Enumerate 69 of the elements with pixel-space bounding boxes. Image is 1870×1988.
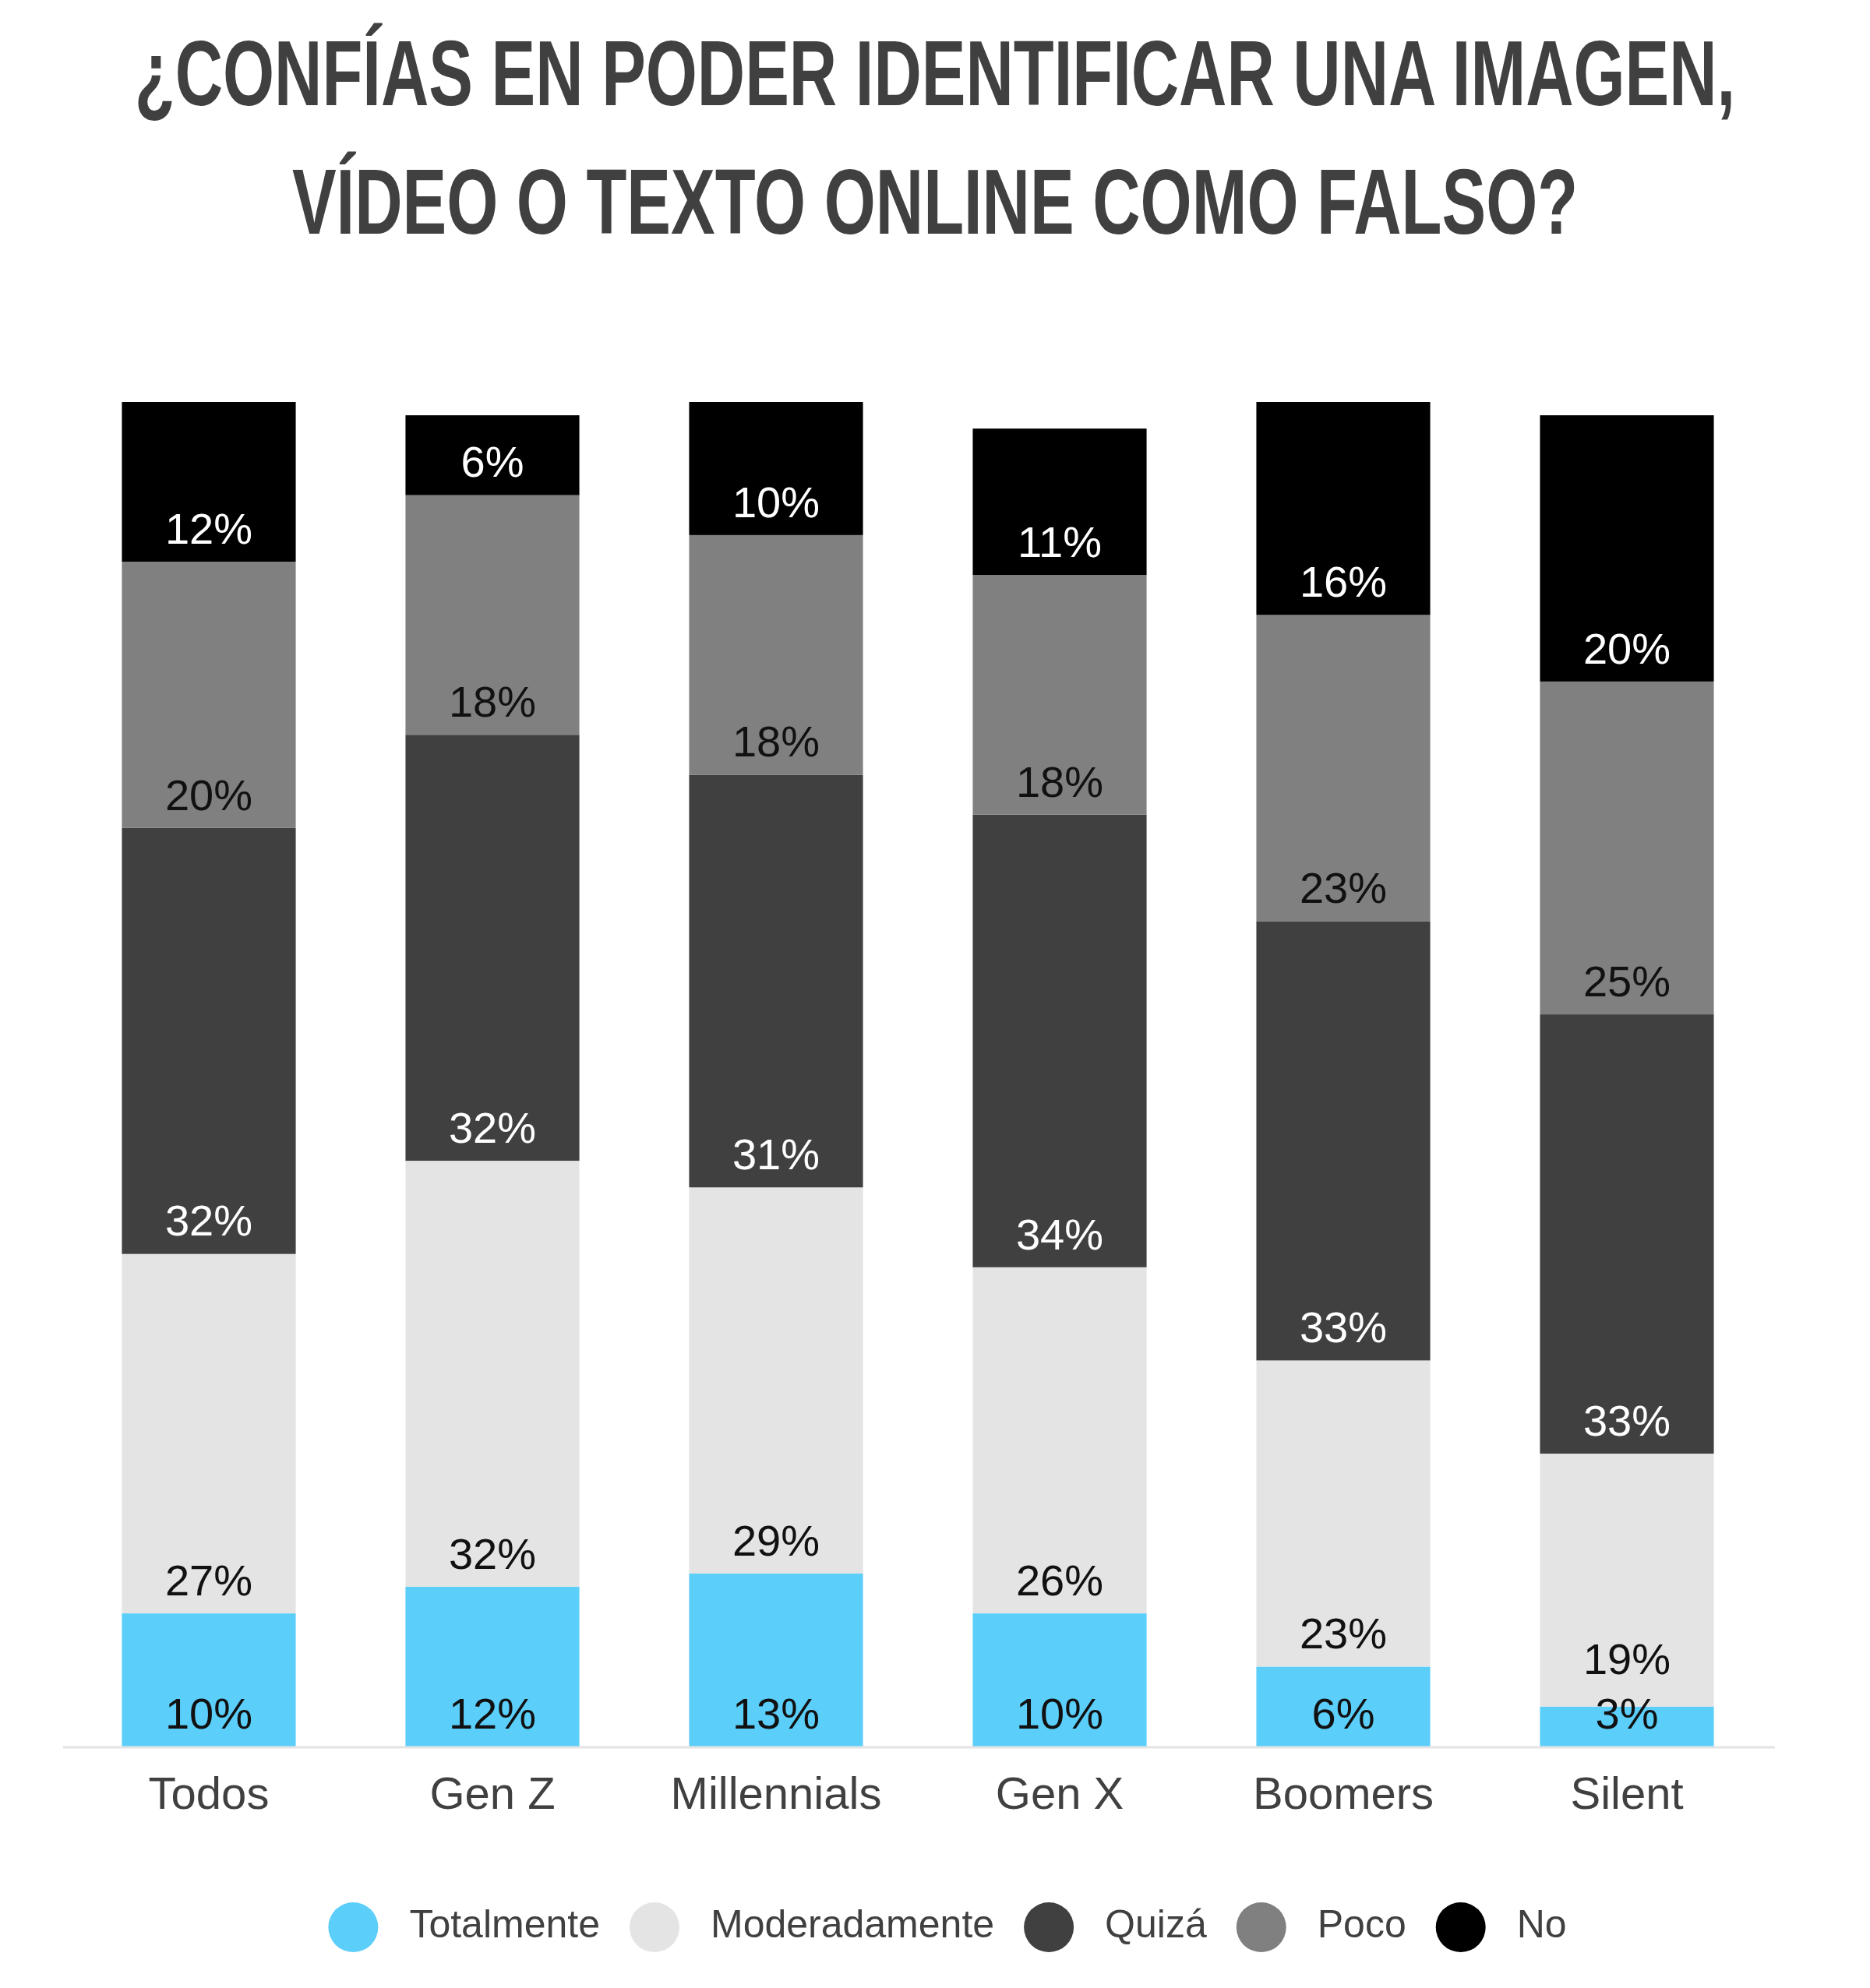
bar xyxy=(689,402,863,535)
bar xyxy=(1256,921,1431,1361)
data-label: 27% xyxy=(164,1555,253,1605)
bar xyxy=(122,1613,296,1747)
bar xyxy=(1540,681,1714,1015)
bar xyxy=(405,1586,580,1747)
bar xyxy=(1256,1360,1431,1667)
data-label: 32% xyxy=(448,1528,537,1578)
bar xyxy=(405,1161,580,1587)
data-label: 13% xyxy=(732,1688,820,1738)
bar xyxy=(1540,415,1714,682)
bar xyxy=(1256,615,1431,922)
bar xyxy=(405,415,580,495)
bar xyxy=(122,827,296,1254)
data-label: 10% xyxy=(1015,1688,1104,1738)
data-label: 18% xyxy=(732,717,820,767)
legend-label: Moderadamente xyxy=(710,1902,995,1947)
bar xyxy=(689,1573,863,1747)
x-tick-label: Gen X xyxy=(995,1768,1124,1818)
bar xyxy=(405,495,580,735)
data-label: 33% xyxy=(1299,1302,1388,1352)
x-tick-label: Todos xyxy=(148,1768,270,1818)
data-label: 31% xyxy=(732,1130,820,1179)
bar xyxy=(122,562,296,828)
data-label: 20% xyxy=(1582,623,1671,673)
legend-label: Poco xyxy=(1317,1902,1406,1947)
chart-title: ¿CONFÍAS EN PODER IDENTIFICAR UNA IMAGEN, VÍDEO O TEXTO ONLINE COMO FALSO? xyxy=(134,22,1736,254)
data-label: 29% xyxy=(732,1515,820,1565)
legend-label: Totalmente xyxy=(409,1902,600,1947)
data-label: 6% xyxy=(460,437,524,487)
bar xyxy=(689,774,863,1188)
data-label: 12% xyxy=(164,503,253,553)
bar xyxy=(972,814,1147,1267)
data-label: 23% xyxy=(1299,1609,1388,1658)
legend-label: Quizá xyxy=(1105,1902,1207,1947)
bar xyxy=(405,735,580,1161)
x-tick-label: Silent xyxy=(1570,1768,1684,1818)
x-tick-label: Millennials xyxy=(670,1768,882,1818)
data-label: 10% xyxy=(164,1688,253,1738)
data-label: 16% xyxy=(1299,557,1388,607)
bar xyxy=(122,402,296,562)
data-label: 34% xyxy=(1015,1209,1104,1259)
data-label: 10% xyxy=(732,477,820,527)
data-label: 20% xyxy=(164,770,253,820)
bar xyxy=(1256,1666,1431,1747)
bar xyxy=(972,428,1147,576)
data-label: 19% xyxy=(1582,1634,1671,1683)
bar xyxy=(689,534,863,775)
data-label: 23% xyxy=(1299,863,1388,913)
data-label: 6% xyxy=(1311,1688,1375,1738)
bar xyxy=(689,1187,863,1574)
data-label: 11% xyxy=(1018,516,1102,566)
data-label: 32% xyxy=(448,1102,537,1152)
data-label: 18% xyxy=(1015,756,1104,806)
data-label: 26% xyxy=(1015,1555,1104,1605)
data-label: 33% xyxy=(1582,1395,1671,1445)
bar xyxy=(1256,402,1431,615)
x-tick-label: Gen Z xyxy=(429,1768,556,1818)
data-label: 12% xyxy=(448,1688,537,1738)
x-tick-label: Boomers xyxy=(1252,1768,1434,1818)
data-label: 18% xyxy=(448,677,537,727)
bar xyxy=(122,1253,296,1614)
legend-label: No xyxy=(1516,1902,1567,1947)
bar xyxy=(972,1613,1147,1747)
bar xyxy=(1540,1014,1714,1454)
bar xyxy=(972,575,1147,815)
bar xyxy=(972,1267,1147,1614)
data-label: 32% xyxy=(164,1196,253,1246)
data-label: 25% xyxy=(1582,956,1671,1006)
